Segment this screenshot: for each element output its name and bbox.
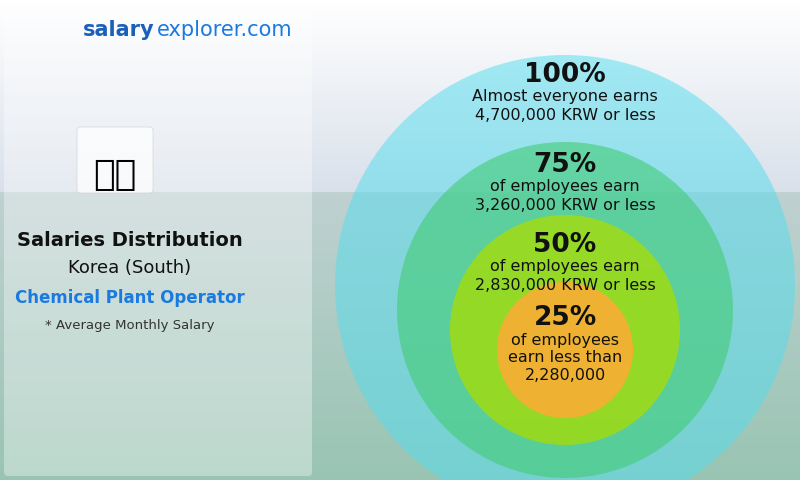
Text: 50%: 50%	[534, 232, 597, 258]
Text: Almost everyone earns: Almost everyone earns	[472, 89, 658, 105]
Text: * Average Monthly Salary: * Average Monthly Salary	[46, 319, 214, 332]
Text: Korea (South): Korea (South)	[69, 259, 191, 277]
Text: 4,700,000 KRW or less: 4,700,000 KRW or less	[474, 108, 655, 122]
FancyBboxPatch shape	[4, 4, 312, 476]
Circle shape	[497, 282, 633, 418]
Text: earn less than: earn less than	[508, 350, 622, 365]
Text: 100%: 100%	[524, 62, 606, 88]
Text: 3,260,000 KRW or less: 3,260,000 KRW or less	[474, 197, 655, 213]
FancyBboxPatch shape	[77, 127, 153, 193]
Text: Chemical Plant Operator: Chemical Plant Operator	[15, 289, 245, 307]
Text: Salaries Distribution: Salaries Distribution	[17, 230, 243, 250]
Text: of employees earn: of employees earn	[490, 180, 640, 194]
Circle shape	[450, 215, 680, 445]
Circle shape	[335, 55, 795, 480]
Text: 2,280,000: 2,280,000	[524, 369, 606, 384]
Text: salary: salary	[83, 20, 155, 40]
Text: 75%: 75%	[534, 152, 597, 178]
Text: 2,830,000 KRW or less: 2,830,000 KRW or less	[474, 277, 655, 292]
Text: of employees earn: of employees earn	[490, 260, 640, 275]
Circle shape	[397, 142, 733, 478]
Text: of employees: of employees	[511, 333, 619, 348]
Text: 25%: 25%	[534, 305, 597, 331]
Text: 🇰🇷: 🇰🇷	[94, 158, 137, 192]
Text: explorer.com: explorer.com	[157, 20, 293, 40]
